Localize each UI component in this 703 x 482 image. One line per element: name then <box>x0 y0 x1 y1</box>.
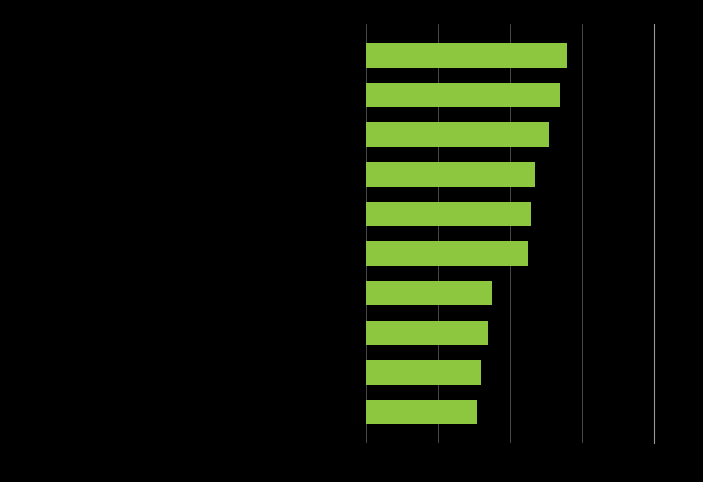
Bar <box>366 360 481 385</box>
Bar <box>366 83 560 107</box>
Bar <box>366 122 549 147</box>
Bar <box>366 201 531 226</box>
Bar <box>366 321 488 345</box>
Bar <box>366 43 567 68</box>
Bar <box>366 241 528 266</box>
Bar <box>366 400 477 424</box>
Bar <box>366 162 535 187</box>
Bar <box>366 281 491 306</box>
